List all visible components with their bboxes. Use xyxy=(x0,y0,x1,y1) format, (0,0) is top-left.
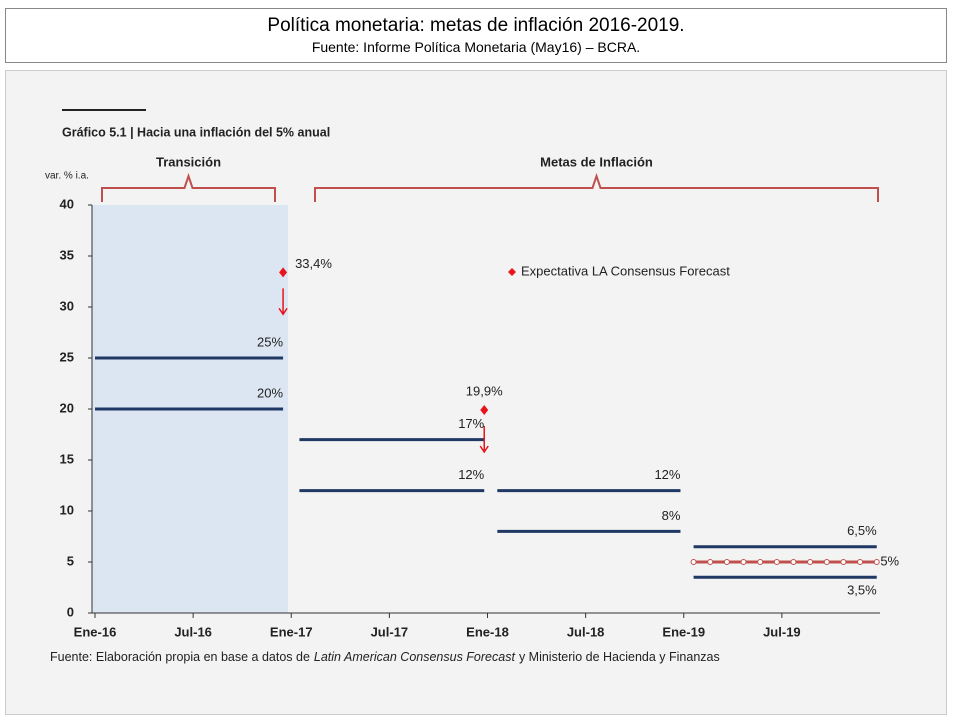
value-label: 17% xyxy=(458,416,484,431)
bracket xyxy=(314,172,879,202)
y-tick-label: 15 xyxy=(60,451,74,466)
expectation-point xyxy=(480,405,489,416)
segment-marker xyxy=(823,559,830,565)
x-tick-label: Jul-17 xyxy=(371,624,409,639)
segment-marker xyxy=(740,559,747,565)
segment-marker xyxy=(807,559,814,565)
expectation-label: 19,9% xyxy=(466,383,503,398)
source: Fuente: Elaboración propia en base a dat… xyxy=(50,650,724,664)
expectation-arrow xyxy=(278,288,288,316)
y-tick-label: 35 xyxy=(60,247,74,262)
source-text: y Ministerio de Hacienda y Finanzas xyxy=(518,650,720,664)
bracket-label: Transición xyxy=(156,154,221,169)
x-tick-label: Jul-18 xyxy=(567,624,605,639)
y-axis-label: var. % i.a. xyxy=(45,171,89,182)
expectation-arrow xyxy=(479,426,489,454)
expectation-point xyxy=(279,267,288,278)
value-label: 5% xyxy=(880,553,899,568)
y-tick-label: 5 xyxy=(67,553,74,568)
value-label: 12% xyxy=(654,467,680,482)
expectation-label: 33,4% xyxy=(295,256,332,271)
segment-marker xyxy=(840,559,847,565)
y-tick-label: 40 xyxy=(60,196,74,211)
value-label: 3,5% xyxy=(847,583,877,598)
value-label: 12% xyxy=(458,467,484,482)
x-tick-label: Jul-16 xyxy=(174,624,212,639)
y-tick-label: 30 xyxy=(60,298,74,313)
x-tick-label: Jul-19 xyxy=(763,624,801,639)
legend-marker xyxy=(508,268,516,276)
subtitle: Fuente: Informe Política Monetaria (May1… xyxy=(311,39,641,55)
legend-label: Expectativa LA Consensus Forecast xyxy=(521,263,730,278)
title: Política monetaria: metas de inflación 2… xyxy=(267,15,685,36)
segment-marker xyxy=(707,559,714,565)
x-tick-label: Ene-16 xyxy=(74,624,117,639)
chart-title: Gráfico 5.1 | Hacia una inflación del 5%… xyxy=(62,125,330,139)
x-tick-label: Ene-19 xyxy=(662,624,705,639)
y-tick-label: 10 xyxy=(60,502,74,517)
segment-marker xyxy=(773,559,780,565)
x-tick-label: Ene-18 xyxy=(466,624,509,639)
bracket-label: Metas de Inflación xyxy=(540,154,653,169)
source-text: Fuente: Elaboración propia en base a dat… xyxy=(50,650,310,664)
source-text: Latin American Consensus Forecast xyxy=(313,650,515,664)
value-label: 25% xyxy=(257,334,283,349)
segment-marker xyxy=(757,559,764,565)
segment-marker xyxy=(790,559,797,565)
y-tick-label: 25 xyxy=(60,349,74,364)
value-label: 20% xyxy=(257,385,283,400)
segment-marker xyxy=(873,559,880,565)
value-label: 8% xyxy=(662,508,681,523)
y-tick-label: 20 xyxy=(60,400,74,415)
y-tick-label: 0 xyxy=(67,604,74,619)
segment-marker xyxy=(690,559,697,565)
segment-marker xyxy=(857,559,864,565)
segment-marker xyxy=(723,559,730,565)
bracket xyxy=(101,172,276,202)
value-label: 6,5% xyxy=(847,523,877,538)
x-tick-label: Ene-17 xyxy=(270,624,313,639)
header: Política monetaria: metas de inflación 2… xyxy=(5,8,947,63)
